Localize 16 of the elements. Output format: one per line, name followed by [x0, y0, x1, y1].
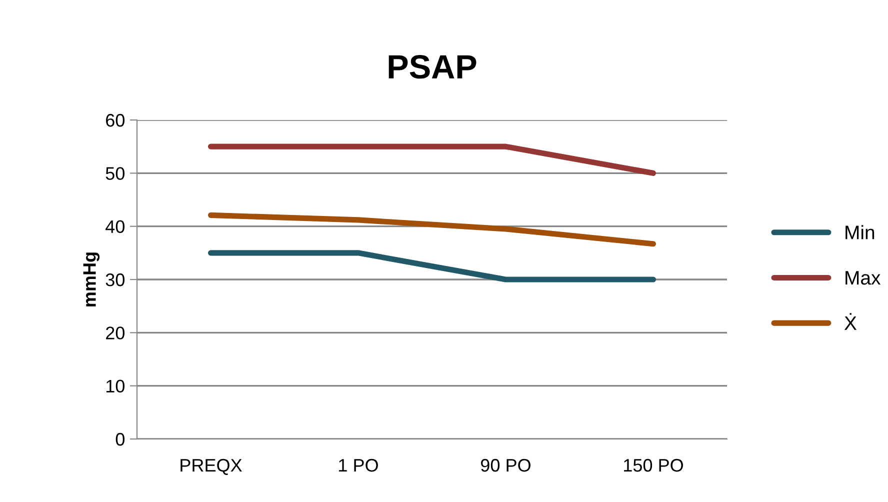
x-tick-label: PREQX: [180, 458, 242, 475]
x-tick-label: 1 PO: [339, 458, 378, 472]
legend-label: Ẋ: [844, 313, 857, 330]
y-tick-label: 0: [116, 432, 124, 446]
y-axis-title: mmHg: [83, 252, 100, 306]
y-tick-label: 40: [106, 220, 124, 234]
x-tick-label: 90 PO: [481, 458, 530, 472]
chart-title: PSAP: [388, 55, 476, 79]
y-tick-label: 10: [106, 380, 124, 393]
legend-label: Max: [846, 271, 881, 285]
y-tick-label: 60: [106, 114, 124, 127]
y-tick-label: 30: [106, 273, 124, 286]
legend-label: Min: [846, 225, 874, 240]
y-tick-label: 50: [106, 167, 124, 180]
y-tick-label: 20: [106, 326, 124, 340]
x-tick-label: 150 PO: [624, 458, 683, 472]
